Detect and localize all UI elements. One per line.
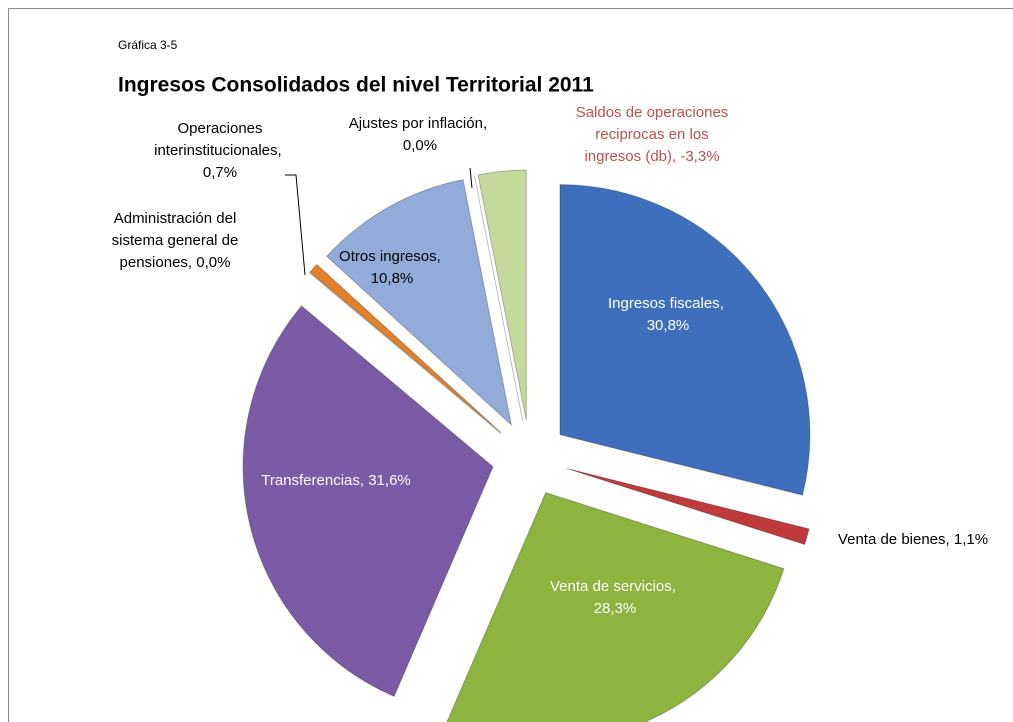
pie-slice	[566, 467, 810, 546]
data-label-separator: ,	[278, 142, 286, 159]
data-label-separator: ,	[672, 148, 680, 165]
data-label: 0,0%	[196, 254, 230, 271]
pie-slice	[446, 491, 785, 722]
label-line: Operaciones	[177, 120, 262, 137]
label-line: ingresos (db)	[584, 148, 672, 165]
data-label-separator: ,	[483, 115, 491, 132]
pie-slice	[242, 305, 494, 698]
label-line: interinstitucionales	[154, 142, 277, 159]
label-line: Saldos de operaciones	[576, 104, 729, 121]
label-line: Venta de bienes	[838, 531, 946, 548]
label-line: Administración del	[114, 210, 237, 227]
pie-slice	[559, 184, 811, 496]
chart-subtitle: Gráfica 3-5	[118, 38, 178, 52]
data-label-category: Venta de servicios	[550, 578, 672, 595]
data-label-category: Venta de bienes	[838, 531, 946, 548]
pie-slice	[309, 272, 502, 434]
data-label: 0,7%	[203, 164, 237, 181]
data-label: 28,3%	[594, 600, 637, 617]
data-label-category: Otros ingresos	[339, 248, 437, 265]
data-label-category: Administración del sistema general de pens…	[112, 210, 239, 271]
data-label-separator: ,	[188, 254, 196, 271]
data-label: 0,0%	[403, 137, 437, 154]
label-line: sistema general de	[112, 232, 239, 249]
data-label: 30,8%	[647, 317, 690, 334]
label-line: Otros ingresos	[339, 248, 437, 265]
data-label: 31,6%	[368, 472, 411, 489]
data-label-separator: ,	[672, 578, 680, 595]
data-label-category: Operaciones interinstitucionales	[154, 120, 277, 159]
label-line: Venta de servicios	[550, 578, 672, 595]
pie-slice	[325, 179, 513, 427]
pie-slice	[477, 169, 527, 421]
pie-slice	[309, 263, 502, 434]
leader-line	[285, 174, 306, 276]
label-line: Ingresos fiscales	[608, 295, 720, 312]
data-label-category: Saldos de operaciones reciprocas en los in…	[576, 104, 729, 165]
data-label: -3,3%	[680, 148, 719, 165]
leader-line	[469, 167, 473, 189]
pie-slice	[473, 175, 524, 421]
data-label-separator: ,	[437, 248, 445, 265]
data-label: 10,8%	[371, 270, 414, 287]
chart-title: Ingresos Consolidados del nivel Territor…	[118, 74, 594, 97]
data-label-separator: ,	[360, 472, 368, 489]
data-label-category: Ingresos fiscales	[608, 295, 720, 312]
data-label: 1,1%	[954, 531, 988, 548]
label-line: pensiones	[120, 254, 188, 271]
label-line: reciprocas en los	[595, 126, 708, 143]
label-line: Ajustes por inflación	[349, 115, 483, 132]
data-label-category: Transferencias	[261, 472, 360, 489]
data-label-category: Ajustes por inflación	[349, 115, 483, 132]
data-label-separator: ,	[720, 295, 728, 312]
data-label-separator: ,	[946, 531, 954, 548]
label-line: Transferencias	[261, 472, 360, 489]
